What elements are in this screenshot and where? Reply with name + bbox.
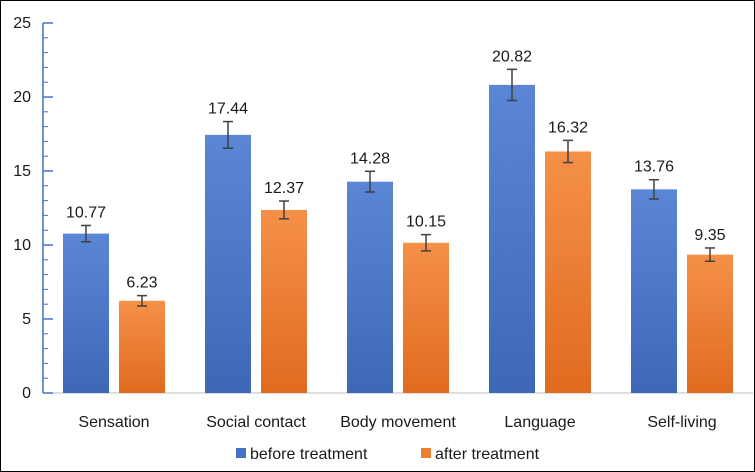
bar-before-treatment bbox=[347, 181, 393, 393]
bar-before-treatment bbox=[489, 84, 535, 393]
x-category-label: Social contact bbox=[206, 414, 306, 431]
data-label: 17.44 bbox=[208, 101, 248, 118]
y-tick-label: 5 bbox=[22, 311, 31, 328]
y-tick-label: 25 bbox=[13, 15, 31, 32]
data-label: 6.23 bbox=[126, 275, 157, 292]
legend-swatch-after-treatment bbox=[421, 448, 431, 458]
legend-label-before-treatment: before treatment bbox=[250, 446, 368, 463]
x-category-label: Body movement bbox=[340, 414, 456, 431]
bar-after-treatment bbox=[403, 242, 449, 393]
bar-after-treatment bbox=[261, 209, 307, 393]
data-label: 13.76 bbox=[634, 159, 674, 176]
legend-swatch-before-treatment bbox=[236, 448, 246, 458]
data-label: 12.37 bbox=[264, 180, 304, 197]
bar-before-treatment bbox=[205, 134, 251, 393]
legend: before treatment after treatment bbox=[236, 446, 540, 463]
y-tick-label: 10 bbox=[13, 237, 31, 254]
legend-label-after-treatment: after treatment bbox=[435, 446, 540, 463]
data-label: 10.15 bbox=[406, 214, 446, 231]
data-label: 16.32 bbox=[548, 119, 588, 136]
data-label: 10.77 bbox=[66, 204, 106, 221]
bar-before-treatment bbox=[63, 233, 109, 393]
y-tick-label: 15 bbox=[13, 163, 31, 180]
data-label: 20.82 bbox=[492, 48, 532, 65]
data-label: 14.28 bbox=[350, 150, 390, 167]
y-tick-label: 0 bbox=[22, 385, 31, 402]
x-category-label: Sensation bbox=[78, 414, 149, 431]
x-category-label: Self-living bbox=[647, 414, 716, 431]
bar-after-treatment bbox=[687, 254, 733, 393]
bar-before-treatment bbox=[631, 189, 677, 393]
data-label: 9.35 bbox=[694, 227, 725, 244]
x-category-label: Language bbox=[504, 414, 575, 431]
bar-after-treatment bbox=[119, 300, 165, 393]
y-tick-label: 20 bbox=[13, 89, 31, 106]
bar-after-treatment bbox=[545, 151, 591, 393]
